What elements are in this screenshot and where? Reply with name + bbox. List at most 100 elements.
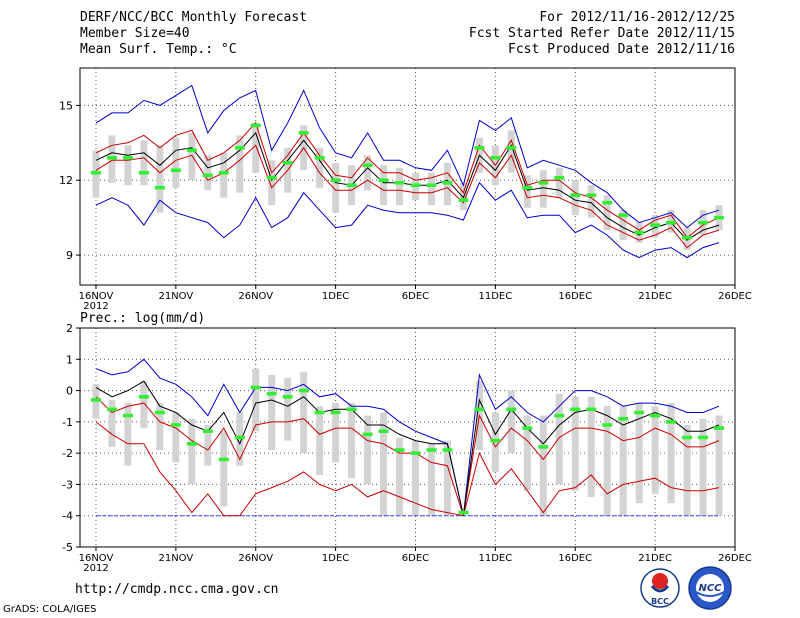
median-marker-21 [426, 448, 437, 452]
box-5 [172, 137, 180, 188]
median-marker-20 [410, 451, 421, 455]
box-12 [284, 378, 292, 441]
box-31 [587, 396, 595, 497]
bcc-logo: BCC [640, 568, 680, 608]
x-tick-label: 16NOV [79, 553, 114, 564]
box-10 [252, 122, 260, 173]
box-14 [316, 406, 324, 476]
x-tick-label: 21NOV [158, 553, 193, 564]
y-tick-label: -1 [62, 416, 73, 429]
median-marker-33 [618, 213, 629, 217]
median-marker-13 [298, 388, 309, 393]
series-spread-high-line [95, 121, 720, 239]
median-marker-22 [442, 180, 453, 185]
median-marker-37 [682, 235, 693, 240]
box-32 [603, 195, 611, 231]
box-30 [571, 396, 579, 491]
series-upper-line [95, 84, 720, 229]
header-right: For 2012/11/16-2012/12/25 Fcst Started R… [469, 10, 735, 58]
box-3 [140, 140, 148, 186]
box-27 [523, 415, 531, 491]
box-27 [523, 175, 531, 208]
x-tick-label: 21DEC [638, 291, 672, 302]
box-26 [507, 130, 515, 173]
series-mean-line [95, 131, 720, 241]
median-marker-9 [234, 435, 245, 440]
median-marker-7 [202, 429, 213, 434]
median-marker-3 [138, 170, 149, 175]
source-url[interactable]: http://cmdp.ncc.cma.gov.cn [75, 582, 279, 597]
x-tick-label: 26DEC [718, 291, 752, 302]
median-marker-39 [714, 426, 725, 430]
median-marker-1 [106, 407, 117, 412]
box-33 [619, 210, 627, 241]
median-marker-9 [234, 146, 245, 150]
box-7 [204, 424, 212, 466]
x-tick-label: 16DEC [558, 553, 592, 564]
median-marker-21 [426, 183, 437, 188]
box-28 [539, 170, 547, 208]
box-1 [108, 399, 116, 447]
series-upper-line [95, 358, 720, 516]
median-marker-5 [170, 423, 181, 427]
y-tick-label: 2 [66, 322, 73, 335]
median-marker-8 [218, 170, 229, 175]
x-tick-label: 1DEC [322, 553, 349, 564]
median-marker-20 [410, 183, 421, 188]
x-tick-label: 26NOV [238, 553, 273, 564]
box-11 [268, 374, 276, 451]
box-17 [364, 155, 372, 191]
box-21 [427, 172, 435, 206]
median-marker-16 [346, 183, 357, 188]
median-marker-37 [682, 435, 693, 440]
median-marker-39 [714, 215, 725, 220]
median-marker-19 [394, 180, 405, 185]
median-marker-17 [362, 432, 373, 437]
median-marker-23 [458, 198, 469, 202]
box-35 [651, 406, 659, 494]
median-marker-13 [298, 131, 309, 135]
median-marker-27 [522, 426, 533, 430]
box-37 [683, 424, 691, 516]
refer-date: Fcst Started Refer Date 2012/11/15 [468, 26, 735, 41]
box-31 [587, 185, 595, 218]
median-marker-0 [90, 170, 101, 175]
median-marker-25 [490, 438, 501, 443]
y-tick-label: -3 [62, 478, 73, 491]
series-spread-low-line [95, 144, 720, 249]
box-20 [411, 440, 419, 516]
median-marker-18 [378, 429, 389, 434]
box-5 [172, 412, 180, 463]
median-marker-18 [378, 178, 389, 183]
box-18 [380, 412, 388, 516]
header-left: DERF/NCC/BCC Monthly Forecast Member Siz… [80, 10, 307, 58]
box-11 [268, 160, 276, 206]
median-marker-14 [314, 155, 325, 160]
median-marker-34 [634, 230, 645, 235]
median-marker-25 [490, 155, 501, 160]
variable-label: Mean Surf. Temp.: °C [80, 42, 237, 57]
box-30 [571, 180, 579, 216]
median-marker-36 [666, 220, 677, 225]
median-marker-34 [634, 410, 645, 415]
median-marker-28 [538, 445, 549, 449]
median-marker-24 [474, 146, 485, 150]
forecast-period: For 2012/11/16-2012/12/25 [539, 10, 735, 25]
box-2 [124, 403, 132, 466]
median-marker-2 [122, 413, 133, 418]
y-tick-label: 15 [59, 99, 73, 112]
median-marker-1 [106, 155, 117, 160]
median-marker-2 [122, 155, 133, 160]
median-marker-12 [282, 395, 293, 399]
median-marker-19 [394, 448, 405, 452]
box-39 [715, 415, 723, 516]
box-7 [204, 155, 212, 191]
series-spread-high-line [95, 396, 720, 516]
box-6 [188, 132, 196, 181]
plot-frame [79, 67, 736, 286]
median-marker-11 [266, 175, 277, 180]
series-spread-low-line [95, 421, 720, 517]
median-marker-10 [250, 123, 261, 128]
box-19 [396, 167, 404, 206]
